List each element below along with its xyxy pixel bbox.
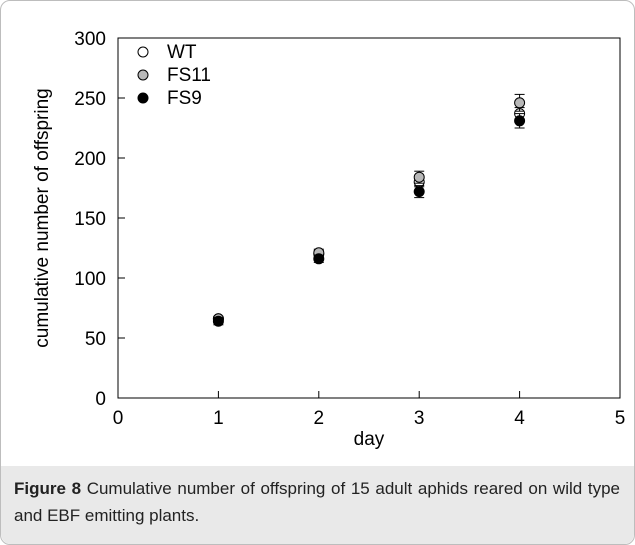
data-point	[413, 171, 425, 183]
figure-caption: Figure 8 Cumulative number of offspring …	[14, 475, 620, 529]
caption-end: .	[194, 506, 200, 525]
x-tick-label: 1	[213, 408, 224, 429]
legend-label: FS9	[167, 88, 202, 109]
y-tick-label: 50	[85, 329, 106, 350]
y-tick-label: 150	[74, 209, 106, 230]
caption-text: Cumulative number of offspring of 15 adu…	[14, 479, 620, 525]
data-point	[212, 315, 224, 327]
series-wt	[212, 107, 526, 325]
x-tick-label: 0	[113, 408, 124, 429]
legend-label: FS11	[167, 65, 211, 86]
caption-background	[1, 466, 634, 544]
data-marks	[212, 93, 526, 327]
data-point	[413, 186, 425, 198]
y-axis-label: cumulative number of offspring	[32, 88, 53, 347]
y-tick-label: 300	[74, 29, 106, 50]
data-point	[514, 115, 526, 127]
x-tick-label: 3	[414, 408, 425, 429]
y-tick-label: 100	[74, 269, 106, 290]
caption-label: Figure 8	[14, 479, 82, 498]
x-tick-label: 2	[314, 408, 325, 429]
legend-label: WT	[167, 42, 197, 63]
legend-marker	[137, 69, 149, 81]
legend-marker	[137, 46, 149, 58]
y-tick-label: 0	[95, 389, 106, 410]
y-tick-label: 250	[74, 89, 106, 110]
data-point	[313, 253, 325, 265]
x-axis-label: day	[354, 429, 385, 450]
data-point	[514, 97, 526, 109]
series-fs11	[212, 93, 526, 325]
x-tick-label: 4	[514, 408, 525, 429]
y-tick-label: 200	[74, 149, 106, 170]
x-tick-label: 5	[615, 408, 626, 429]
series-fs9	[212, 113, 526, 327]
legend-marker	[137, 92, 149, 104]
